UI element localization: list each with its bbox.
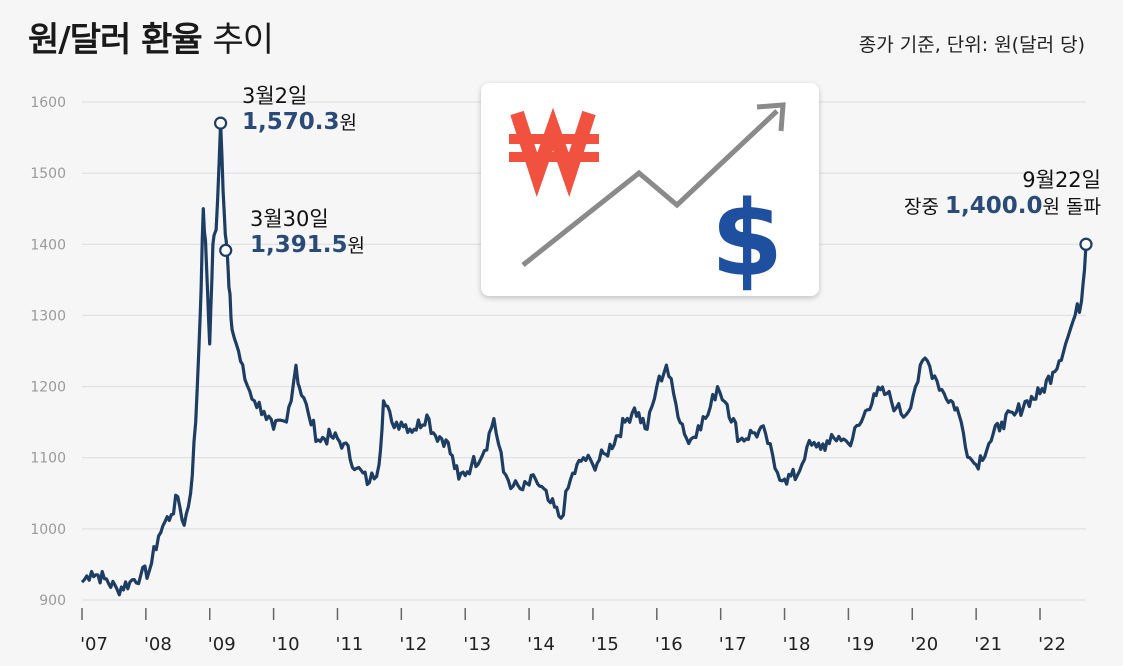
y-axis-ticks: 900 1000 1100 1200 1300 1400 1500 1600 [30,95,66,609]
x-tick-label: '19 [846,634,874,655]
y-tick-label: 1000 [30,522,66,538]
highlight-marker [213,116,228,130]
highlight-marker [219,243,233,257]
y-tick-label: 1400 [30,237,66,253]
x-tick-label: '20 [910,634,938,655]
second-value: 1,391.5 [250,232,348,258]
y-tick-label: 1500 [30,166,66,182]
latest-date: 9월22일 [1022,168,1101,192]
chart-title: 원/달러 환율 추이 [28,12,275,61]
currency-illustration: $ [509,102,786,300]
x-tick-label: '22 [1038,634,1066,655]
x-tick-label: '21 [974,634,1002,655]
latest-value: 1,400.0 [945,193,1043,219]
title-main: 원/달러 환율 [28,20,203,60]
x-tick-label: '09 [208,634,236,655]
y-tick-label: 900 [39,593,66,609]
second-unit: 원 [347,235,365,257]
x-tick-label: '14 [527,634,555,655]
y-tick-label: 1300 [30,308,66,324]
latest-suffix: 원 돌파 [1042,196,1101,218]
latest-annotation: 9월22일 장중 1,400.0원 돌파 [904,164,1101,219]
x-tick-label: '18 [783,634,811,655]
y-tick-label: 1600 [30,95,66,111]
x-axis-ticks: '07 '08 '09 '10 '11 '12 '13 '14 '15 '16 '17 '18 '19 '… [80,608,1066,655]
latest-prefix: 장중 [904,196,946,218]
title-sub: 추이 [212,20,275,60]
x-tick-label: '10 [272,634,300,655]
second-annotation: 3월30일 1,391.5원 [250,203,365,258]
x-tick-label: '12 [399,634,427,655]
peak-unit: 원 [339,112,357,134]
highlight-marker [1079,237,1093,251]
x-tick-label: '08 [144,634,172,655]
peak-annotation: 3월2일 1,570.3원 [242,80,357,135]
y-tick-label: 1100 [30,451,66,467]
x-tick-label: '13 [463,634,491,655]
x-tick-label: '11 [336,634,364,655]
highlight-markers [213,116,1093,257]
x-tick-label: '16 [655,634,683,655]
y-tick-label: 1200 [30,380,66,396]
trend-up-arrow-icon [521,102,786,267]
won-sign-icon [509,107,599,198]
unit-note: 종가 기준, 단위: 원(달러 당) [858,34,1085,56]
exchange-rate-line [80,121,1088,597]
svg-text:$: $ [711,178,783,296]
second-date: 3월30일 [250,207,329,231]
peak-date: 3월2일 [242,84,308,108]
x-tick-label: '15 [591,634,619,655]
currency-icon-card: $ [481,83,819,300]
x-tick-label: '17 [719,634,747,655]
peak-value: 1,570.3 [242,109,340,135]
x-tick-label: '07 [80,634,108,655]
dollar-sign-icon: $ [711,178,783,300]
